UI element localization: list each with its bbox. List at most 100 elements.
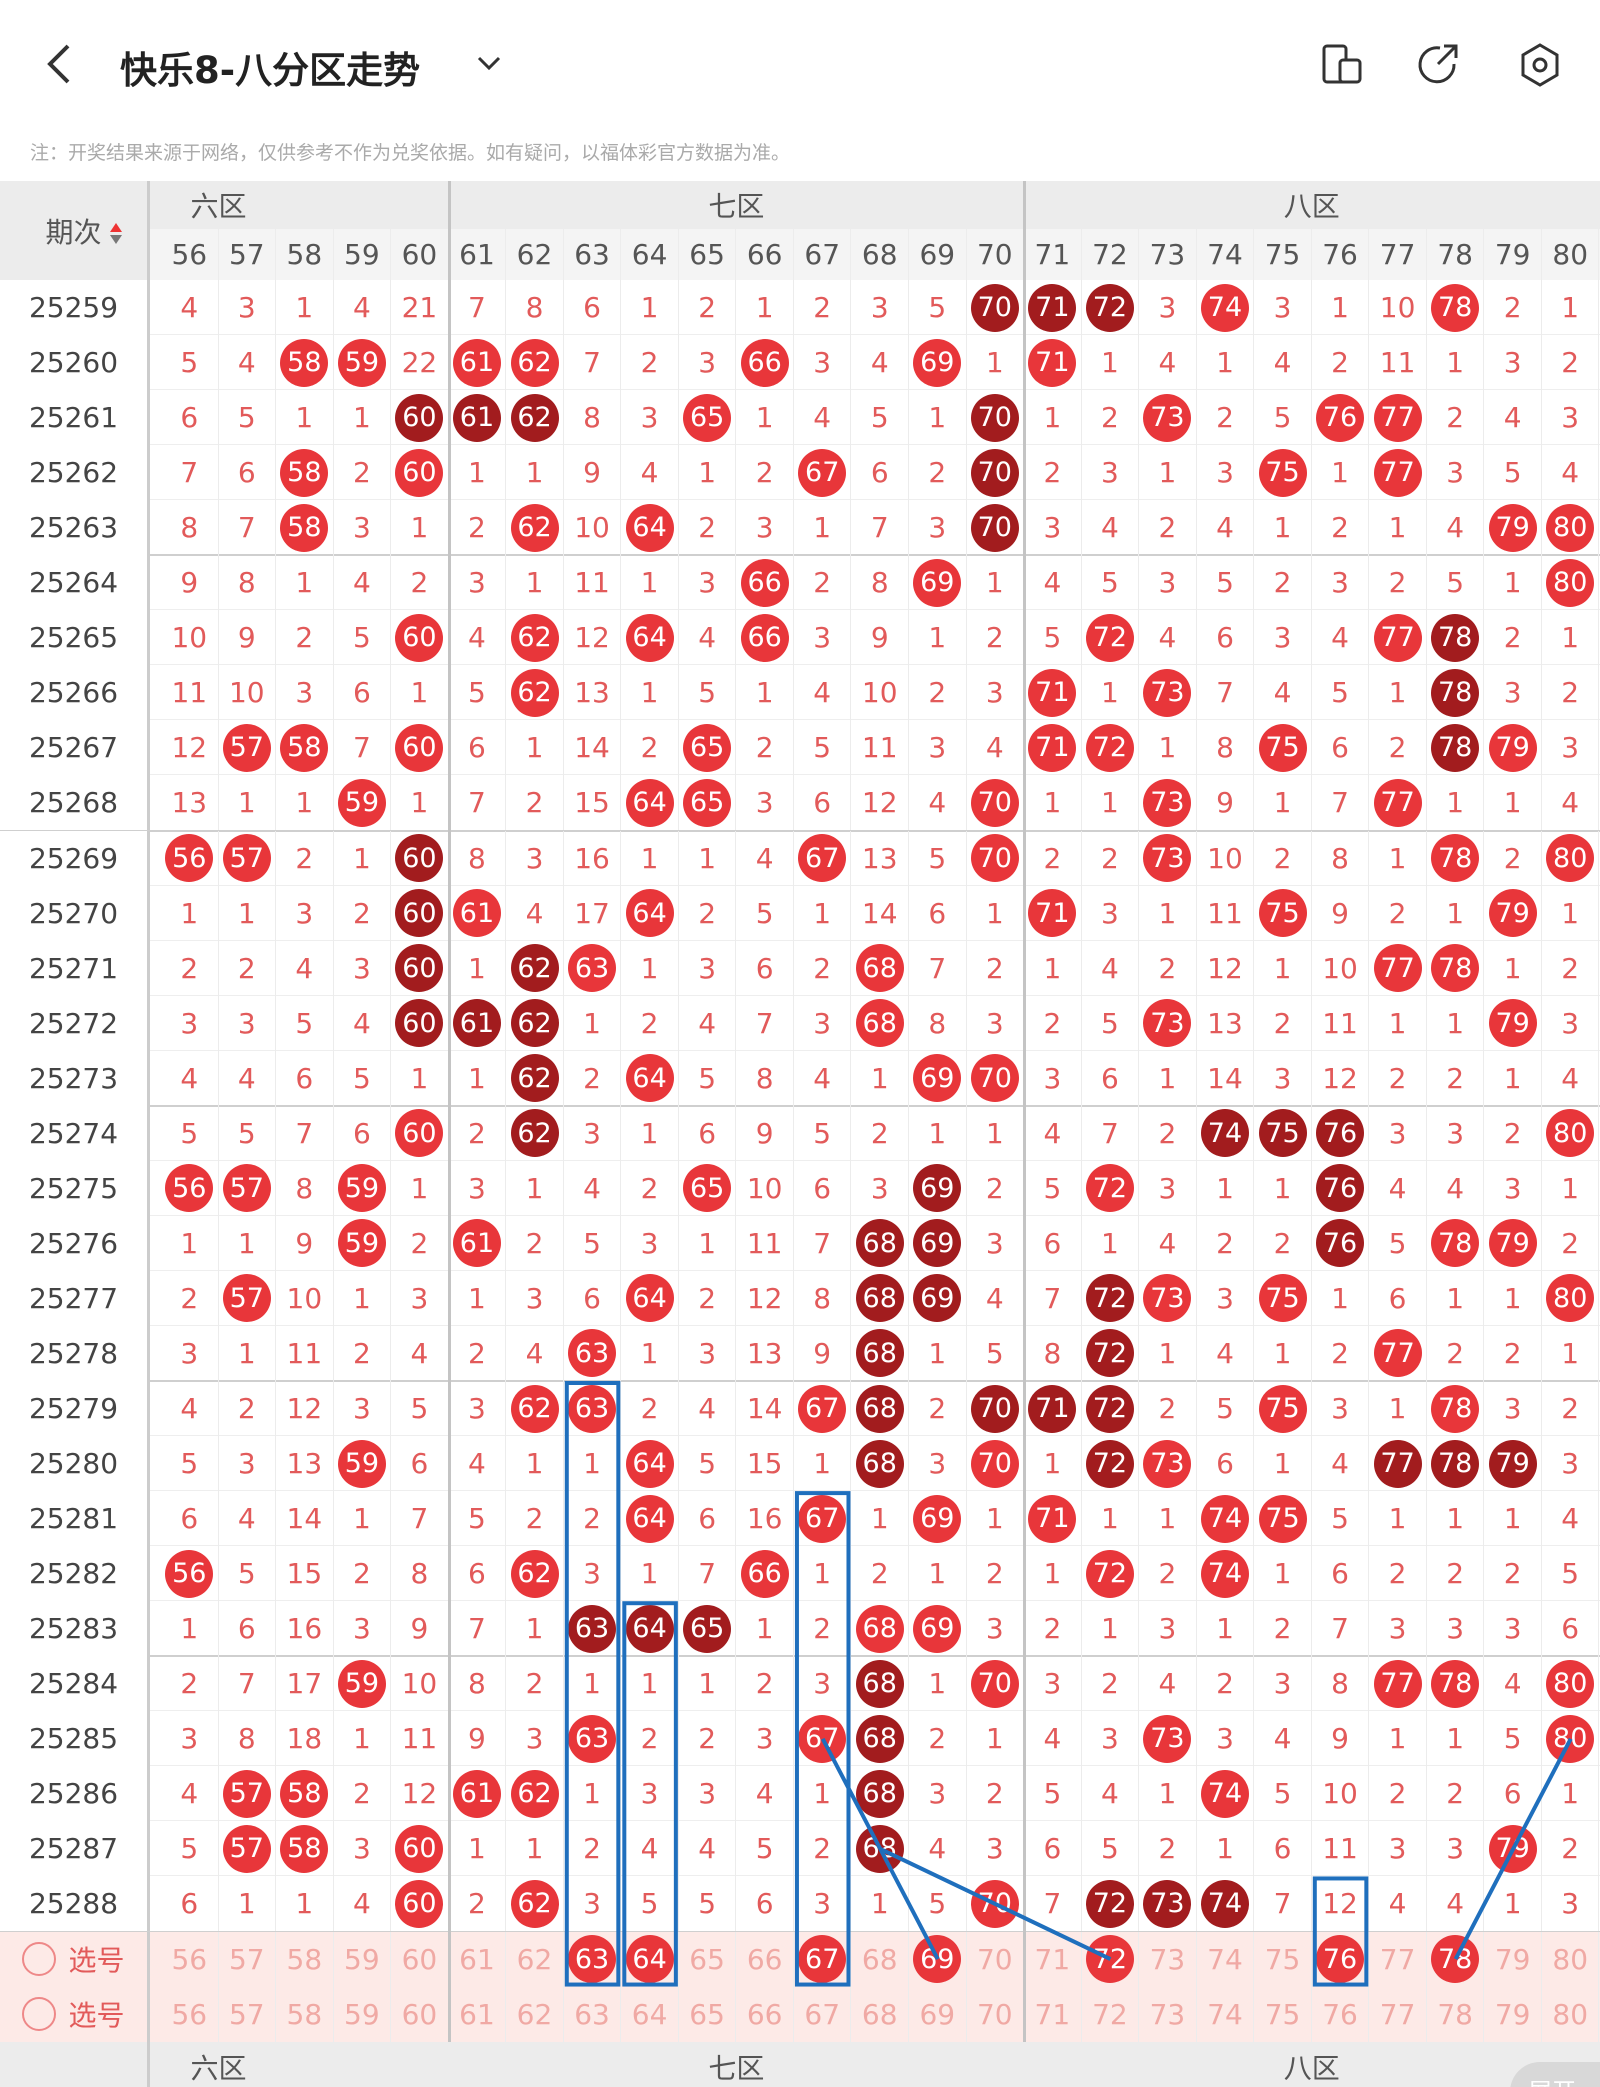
pick-cell[interactable]: 77 <box>1369 1986 1427 2042</box>
pick-cell[interactable]: 69 <box>909 1931 967 1987</box>
cell: 1 <box>506 555 564 611</box>
radio[interactable] <box>22 1942 57 1977</box>
cell: 1 <box>1082 775 1140 831</box>
pick-cell[interactable]: 64 <box>621 1931 679 1987</box>
column-number: 72 <box>1082 229 1140 280</box>
cell: 1 <box>1197 335 1255 391</box>
pick-cell[interactable]: 73 <box>1139 1931 1197 1987</box>
pick-cell[interactable]: 63 <box>564 1931 622 1987</box>
pick-cell[interactable]: 75 <box>1254 1986 1312 2042</box>
share-icon[interactable] <box>1416 42 1462 88</box>
pick-cell[interactable]: 56 <box>161 1931 219 1987</box>
back-button[interactable] <box>40 40 80 90</box>
pick-cell[interactable]: 57 <box>219 1986 277 2042</box>
pick-cell[interactable]: 76 <box>1312 1931 1370 1987</box>
cell: 6 <box>334 665 392 721</box>
pick-cell[interactable]: 58 <box>276 1931 334 1987</box>
cell: 72 <box>1082 1436 1140 1492</box>
cell: 2 <box>1139 940 1197 996</box>
radio[interactable] <box>22 1997 57 2032</box>
pick-cell[interactable]: 65 <box>679 1931 737 1987</box>
zone-label: 八区 <box>1283 190 1340 223</box>
pick-cell[interactable]: 68 <box>851 1986 909 2042</box>
pick-cell[interactable]: 77 <box>1369 1931 1427 1987</box>
pick-cell[interactable]: 62 <box>506 1931 564 1987</box>
cell: 8 <box>1024 1325 1082 1381</box>
cell: 11 <box>1369 335 1427 391</box>
issue-number: 25287 <box>0 1821 150 1877</box>
pick-cell[interactable]: 66 <box>736 1986 794 2042</box>
pick-cell[interactable]: 73 <box>1139 1986 1197 2042</box>
pick-cell[interactable]: 67 <box>794 1931 852 1987</box>
cell: 4 <box>1427 1160 1485 1216</box>
settings-icon[interactable] <box>1517 42 1563 88</box>
cell: 62 <box>506 1546 564 1602</box>
cell: 66 <box>736 610 794 666</box>
pick-cell[interactable]: 64 <box>621 1986 679 2042</box>
pick-cell[interactable]: 60 <box>391 1931 449 1987</box>
pick-cell[interactable]: 59 <box>334 1931 392 1987</box>
expand-button[interactable]: 展开 <box>1510 2061 1600 2087</box>
cell: 4 <box>909 1821 967 1877</box>
hit-ball: 79 <box>1488 1439 1537 1488</box>
cell: 1 <box>909 1325 967 1381</box>
pick-cell[interactable]: 78 <box>1427 1931 1485 1987</box>
cell: 75 <box>1254 445 1312 501</box>
pick-cell[interactable]: 71 <box>1024 1931 1082 1987</box>
pick-cell[interactable]: 67 <box>794 1986 852 2042</box>
pick-cell[interactable]: 69 <box>909 1986 967 2042</box>
pick-cell[interactable]: 79 <box>1484 1931 1542 1987</box>
row-line <box>0 1490 1600 1492</box>
cell: 59 <box>334 335 392 391</box>
dropdown[interactable] <box>475 52 505 76</box>
cell: 4 <box>1139 610 1197 666</box>
pick-cell[interactable]: 59 <box>334 1986 392 2042</box>
cell: 1 <box>1484 555 1542 611</box>
cell: 5 <box>219 1546 277 1602</box>
pick-cell[interactable]: 63 <box>564 1986 622 2042</box>
switch-icon[interactable] <box>1320 42 1366 88</box>
pick-cell[interactable]: 74 <box>1197 1931 1255 1987</box>
cell: 1 <box>1197 1601 1255 1657</box>
pick-cell[interactable]: 72 <box>1082 1986 1140 2042</box>
hit-ball: 57 <box>222 1164 271 1213</box>
cell: 2 <box>967 1766 1025 1822</box>
hit-ball: 78 <box>1431 1384 1480 1433</box>
pick-cell[interactable]: 79 <box>1484 1986 1542 2042</box>
cell: 64 <box>621 1270 679 1326</box>
pick-cell[interactable]: 71 <box>1024 1986 1082 2042</box>
pick-cell[interactable]: 58 <box>276 1986 334 2042</box>
pick-cell[interactable]: 66 <box>736 1931 794 1987</box>
row-line <box>0 719 1600 721</box>
pick-cell[interactable]: 57 <box>219 1931 277 1987</box>
pick-cell[interactable]: 60 <box>391 1986 449 2042</box>
pick-cell[interactable]: 80 <box>1542 1986 1600 2042</box>
pick-cell[interactable]: 61 <box>449 1986 507 2042</box>
pick-cell[interactable]: 80 <box>1542 1931 1600 1987</box>
cell: 62 <box>506 995 564 1051</box>
hit-ball: 59 <box>337 1659 386 1708</box>
pick-cell[interactable]: 62 <box>506 1986 564 2042</box>
pick-cell[interactable]: 76 <box>1312 1986 1370 2042</box>
pick-cell[interactable]: 72 <box>1082 1931 1140 1987</box>
cell: 8 <box>391 1546 449 1602</box>
pick-cell[interactable]: 68 <box>851 1931 909 1987</box>
pick-cell[interactable]: 56 <box>161 1986 219 2042</box>
pick-cell[interactable]: 61 <box>449 1931 507 1987</box>
pick-cell[interactable]: 70 <box>967 1986 1025 2042</box>
cell: 79 <box>1484 500 1542 556</box>
pick-cell[interactable]: 74 <box>1197 1986 1255 2042</box>
cell: 4 <box>736 1766 794 1822</box>
cell: 68 <box>851 1325 909 1381</box>
pick-cell[interactable]: 65 <box>679 1986 737 2042</box>
pick-cell[interactable]: 75 <box>1254 1931 1312 1987</box>
hit-ball: 63 <box>568 944 617 993</box>
hit-ball: 68 <box>855 1384 904 1433</box>
pick-cell[interactable]: 78 <box>1427 1986 1485 2042</box>
cell: 62 <box>506 665 564 721</box>
hit-ball: 77 <box>1373 1659 1422 1708</box>
cell: 2 <box>1254 830 1312 886</box>
cell: 4 <box>1139 1215 1197 1271</box>
pick-cell[interactable]: 70 <box>967 1931 1025 1987</box>
cell: 61 <box>449 885 507 941</box>
